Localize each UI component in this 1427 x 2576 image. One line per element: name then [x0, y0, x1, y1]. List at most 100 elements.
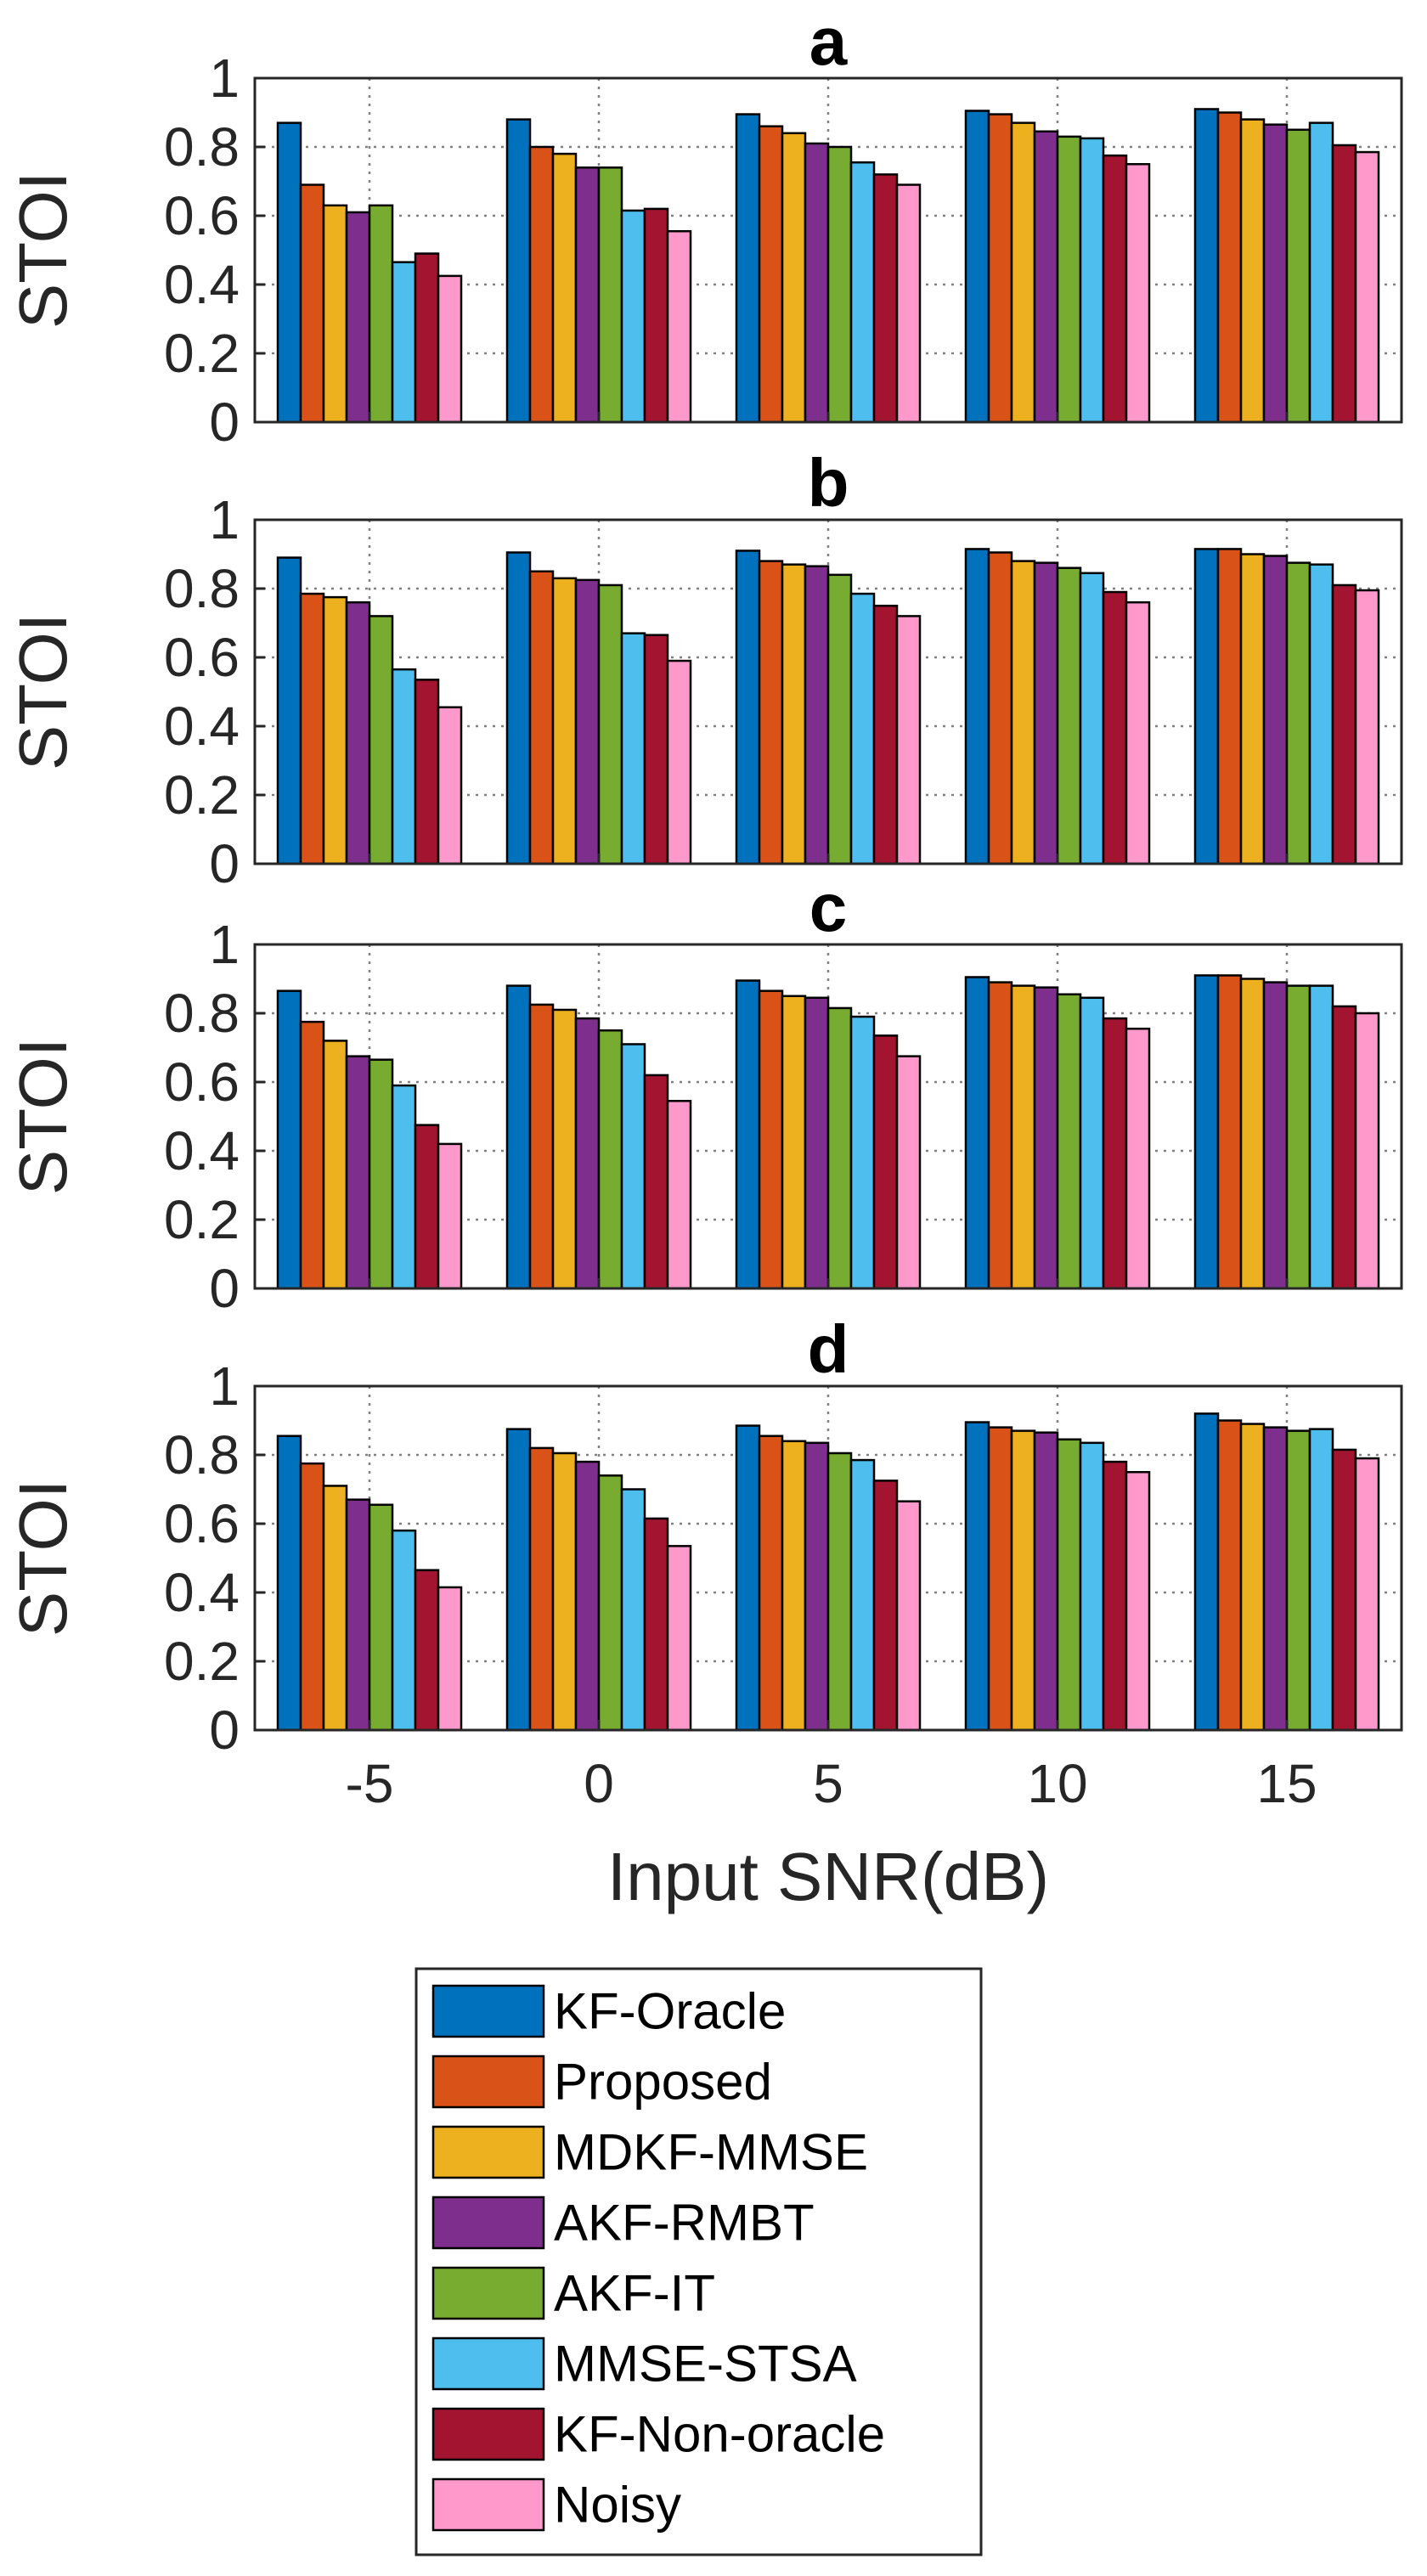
y-tick-label: 0.8: [164, 1424, 240, 1485]
bar: [1056, 135, 1082, 424]
bar: [1125, 1027, 1151, 1290]
bar: [987, 551, 1013, 865]
y-tick-label: 0.2: [164, 764, 240, 826]
bar: [1331, 144, 1357, 424]
bar: [620, 209, 646, 424]
bar: [276, 989, 302, 1290]
bar: [1033, 130, 1059, 424]
bar: [666, 659, 692, 865]
bar: [276, 121, 302, 424]
bar: [414, 1124, 440, 1290]
y-tick-label: 0.6: [164, 185, 240, 246]
bar: [872, 1480, 899, 1732]
bar: [574, 578, 601, 865]
bar: [735, 979, 761, 1290]
bar: [1033, 561, 1059, 865]
bar: [987, 1426, 1013, 1732]
y-axis-label: STOI: [5, 1038, 81, 1195]
bar: [597, 1029, 623, 1290]
bar: [1262, 555, 1289, 865]
bar: [1193, 974, 1220, 1290]
legend-label: KF-Oracle: [554, 1983, 786, 2040]
bar: [758, 989, 784, 1290]
bar: [735, 113, 761, 424]
legend-swatch: [431, 2196, 545, 2250]
bar: [1262, 981, 1289, 1290]
bar: [1056, 566, 1082, 865]
y-tick-label: 0.6: [164, 1051, 240, 1113]
y-tick-label: 1: [209, 914, 240, 975]
bar: [437, 1142, 463, 1290]
bar: [551, 1008, 578, 1290]
bar: [643, 1517, 669, 1732]
bar: [276, 556, 302, 865]
bar: [758, 1435, 784, 1732]
bar: [1308, 1428, 1334, 1732]
bar: [414, 679, 440, 865]
chart-panel-b: 0 0.2 0.4 0.6 0.8 1 STOI b: [5, 445, 1403, 894]
bar: [368, 1058, 394, 1290]
bar: [322, 1040, 348, 1290]
bar: [1102, 1460, 1128, 1732]
x-axis-label: Input SNR(dB): [607, 1839, 1049, 1914]
bar: [368, 615, 394, 865]
bar: [1125, 1471, 1151, 1732]
bar: [1354, 1012, 1380, 1290]
bar: [1193, 1412, 1220, 1732]
bar: [505, 984, 532, 1290]
bar: [804, 1441, 830, 1732]
bar: [597, 1474, 623, 1732]
legend-swatch: [431, 2125, 545, 2179]
bar: [758, 560, 784, 865]
bar: [895, 1055, 922, 1290]
bar: [299, 183, 325, 424]
bar: [895, 615, 922, 865]
bar: [368, 204, 394, 424]
bar: [368, 1503, 394, 1732]
panel-title: c: [809, 870, 848, 945]
y-tick-label: 1: [209, 48, 240, 109]
legend-item: MDKF-MMSE: [431, 2124, 868, 2181]
bar: [872, 605, 899, 865]
bar: [345, 1498, 371, 1732]
y-tick-label: 0.8: [164, 558, 240, 619]
bar: [551, 152, 578, 424]
bar: [826, 1451, 853, 1732]
bar: [872, 173, 899, 424]
legend-swatch: [431, 2266, 545, 2320]
bar: [1331, 1448, 1357, 1732]
bar: [1010, 121, 1036, 424]
y-tick-label: 0.8: [164, 116, 240, 178]
legend-item: KF-Oracle: [431, 1983, 786, 2040]
bar: [1239, 118, 1266, 424]
bar: [505, 1428, 532, 1732]
bar: [620, 1043, 646, 1290]
bar: [437, 706, 463, 865]
bar: [804, 142, 830, 424]
y-tick-label: 0.2: [164, 1631, 240, 1692]
bar: [391, 1529, 417, 1732]
bar: [299, 1462, 325, 1732]
bar: [620, 632, 646, 865]
bar: [964, 976, 990, 1290]
bar: [666, 229, 692, 424]
bar: [1079, 137, 1105, 424]
x-tick-label: -5: [346, 1753, 394, 1814]
bar: [574, 1460, 601, 1732]
bar: [1010, 1429, 1036, 1732]
legend-swatch: [431, 1984, 545, 2038]
bar: [1125, 163, 1151, 424]
bar: [1102, 154, 1128, 424]
bar: [735, 550, 761, 865]
bar: [849, 161, 876, 424]
legend-label: Proposed: [554, 2054, 772, 2111]
x-tick-label: 10: [1027, 1753, 1087, 1814]
bar: [1193, 548, 1220, 865]
y-tick-label: 1: [209, 1356, 240, 1417]
bar: [1239, 1423, 1266, 1732]
bar: [1239, 978, 1266, 1290]
bar: [1308, 563, 1334, 865]
bar: [1331, 1005, 1357, 1290]
bar: [1216, 548, 1243, 865]
bar: [849, 1015, 876, 1290]
